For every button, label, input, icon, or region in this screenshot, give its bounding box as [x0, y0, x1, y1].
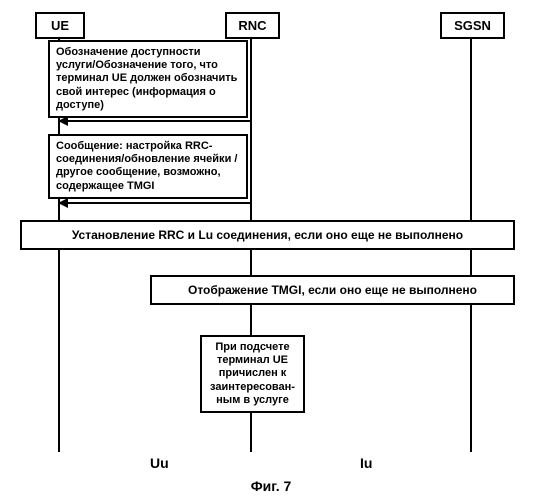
- figure-label: Фиг. 7: [0, 478, 542, 494]
- interface-uu-label: Uu: [150, 455, 169, 471]
- interface-uu: Uu: [150, 455, 169, 471]
- arrow-m1: [58, 120, 250, 122]
- note-line-3: заинтересован-: [210, 381, 295, 393]
- interface-iu-label: Iu: [360, 455, 372, 471]
- sequence-diagram: UE RNC SGSN Обозначение доступности услу…: [0, 0, 542, 500]
- note-line-2: причислен к: [219, 367, 287, 379]
- arrow-m1-head: [58, 116, 68, 126]
- figure-label-text: Фиг. 7: [251, 478, 292, 494]
- span-rrc-lu: Установление RRC и Lu соединения, если о…: [20, 220, 515, 250]
- note-counting: При подсчете терминал UE причислен к заи…: [200, 335, 305, 413]
- note-line-1: терминал UE: [217, 354, 288, 366]
- actor-rnc-label: RNC: [238, 18, 266, 33]
- message-rrc-setup: Сообщение: настройка RRC-соединения/обно…: [48, 134, 248, 199]
- span-tmgi-text: Отображение TMGI, если оно еще не выполн…: [188, 283, 477, 297]
- arrow-m2-head: [58, 198, 68, 208]
- actor-sgsn-label: SGSN: [454, 18, 491, 33]
- interface-iu: Iu: [360, 455, 372, 471]
- note-line-4: ным в услуге: [216, 394, 289, 406]
- actor-ue-label: UE: [51, 18, 69, 33]
- actor-sgsn: SGSN: [440, 12, 505, 39]
- actor-rnc: RNC: [225, 12, 280, 39]
- message-availability: Обозначение доступности услуги/Обозначен…: [48, 40, 248, 118]
- span-tmgi: Отображение TMGI, если оно еще не выполн…: [150, 275, 515, 305]
- span-rrc-lu-text: Установление RRC и Lu соединения, если о…: [72, 228, 463, 242]
- note-line-0: При подсчете: [215, 341, 289, 353]
- message-rrc-setup-text: Сообщение: настройка RRC-соединения/обно…: [56, 140, 237, 192]
- message-availability-text: Обозначение доступности услуги/Обозначен…: [56, 46, 237, 111]
- arrow-m2: [58, 202, 250, 204]
- actor-ue: UE: [35, 12, 85, 39]
